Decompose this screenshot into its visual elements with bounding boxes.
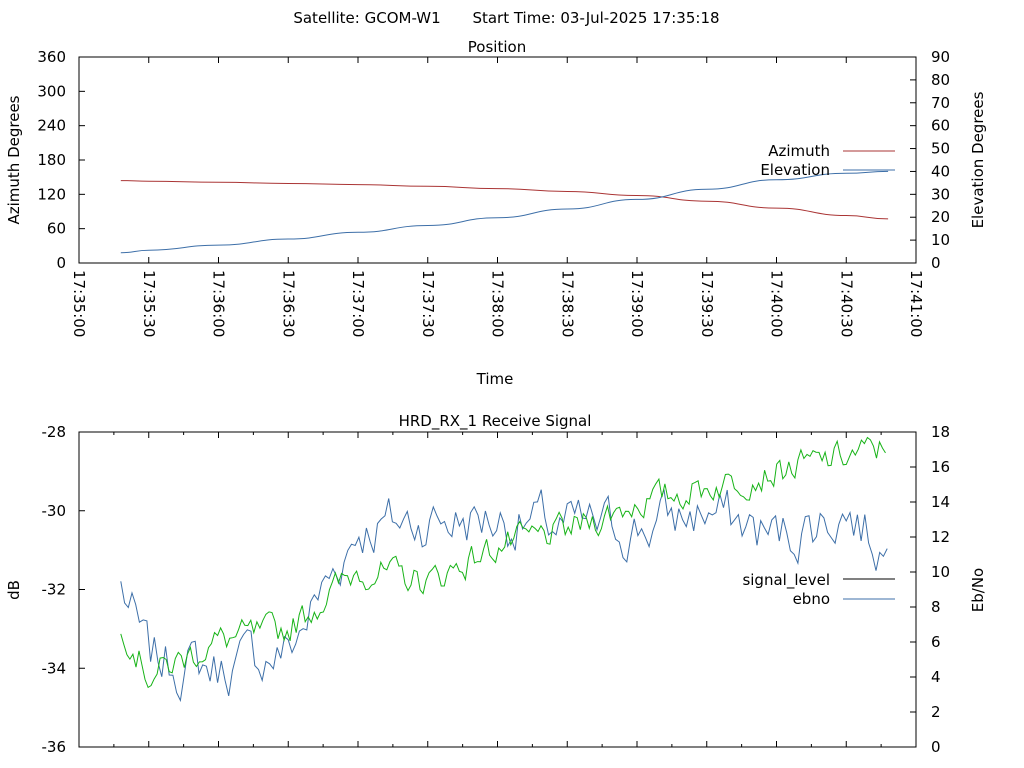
y-tick-label: -32 (42, 581, 67, 599)
receive-plot-frame (78, 431, 917, 748)
position-plot-frame (78, 56, 917, 264)
x-tick-label: 17:41:00 (907, 270, 925, 337)
position-axes: 17:35:00 17:35:30 17:36:00 17:36:30 17:37:00… (37, 48, 950, 337)
y2-tick-label: 6 (931, 633, 941, 651)
series-line-elevation (120, 170, 889, 254)
position-series (120, 170, 889, 254)
y2-tick-label: 70 (931, 94, 950, 112)
x-tick-label: 17:35:30 (140, 270, 158, 337)
x-tick-label: 17:37:30 (419, 270, 437, 337)
series-line-ebno (120, 489, 888, 703)
y2-tick-label: 16 (931, 458, 950, 476)
x-tick-label: 17:40:00 (768, 270, 786, 337)
legend-elevation-label: Elevation (760, 161, 830, 179)
x-tick-label: 17:39:30 (698, 270, 716, 337)
receive-signal-chart: HRD_RX_1 Receive Signal -36 -34 -32 -30 -28 0… (5, 412, 987, 756)
y-tick-label: -36 (42, 738, 67, 756)
y-tick-label: -30 (42, 502, 67, 520)
y-tick-label: 240 (37, 117, 66, 135)
y-tick-label: 60 (47, 220, 66, 238)
x-tick-label: 17:38:30 (558, 270, 576, 337)
y-tick-label: -34 (42, 659, 67, 677)
y2-tick-label: 10 (931, 563, 950, 581)
y2-tick-label: 20 (931, 208, 950, 226)
x-tick-label: 17:39:00 (628, 270, 646, 337)
position-x-label: Time (476, 370, 514, 388)
receive-y2-label: Eb/No (969, 568, 987, 612)
receive-y-label: dB (5, 580, 23, 600)
y2-tick-label: 60 (931, 117, 950, 135)
y2-tick-label: 80 (931, 71, 950, 89)
position-chart: Position 17:35:00 17:35:30 17:36:00 17:36:3… (5, 38, 987, 388)
x-tick-label: 17:37:00 (349, 270, 367, 337)
y2-tick-label: 18 (931, 423, 950, 441)
y-tick-label: 0 (56, 254, 66, 272)
position-y-label: Azimuth Degrees (5, 95, 23, 224)
y2-tick-label: 12 (931, 528, 950, 546)
legend-ebno-label: ebno (793, 590, 830, 608)
x-tick-label: 17:40:30 (837, 270, 855, 337)
series-line-signal-level (120, 436, 886, 689)
receive-signal-chart-title: HRD_RX_1 Receive Signal (399, 412, 592, 431)
position-legend: Azimuth Elevation (760, 142, 895, 179)
y2-tick-label: 50 (931, 140, 950, 158)
series-line-azimuth (120, 180, 889, 220)
y2-tick-label: 10 (931, 231, 950, 249)
receive-legend: signal_level ebno (742, 571, 895, 608)
position-y2-label: Elevation Degrees (969, 91, 987, 228)
receive-axes: -36 -34 -32 -30 -28 0 2 4 6 8 10 12 14 16 18 (42, 423, 951, 756)
y2-tick-label: 0 (931, 738, 941, 756)
y-tick-label: 180 (37, 151, 66, 169)
y-tick-label: 120 (37, 185, 66, 203)
legend-signal-level-label: signal_level (742, 571, 830, 590)
receive-series (120, 436, 888, 703)
legend-azimuth-label: Azimuth (768, 142, 830, 160)
y2-tick-label: 8 (931, 598, 941, 616)
x-tick-label: 17:36:00 (210, 270, 228, 337)
x-tick-label: 17:35:00 (70, 270, 88, 337)
y2-tick-label: 4 (931, 668, 941, 686)
y2-tick-label: 90 (931, 48, 950, 66)
x-tick-label: 17:38:00 (489, 270, 507, 337)
y-tick-label: 360 (37, 48, 66, 66)
y-tick-label: 300 (37, 82, 66, 100)
x-tick-label: 17:36:30 (279, 270, 297, 337)
y2-tick-label: 0 (931, 254, 941, 272)
y2-tick-label: 30 (931, 185, 950, 203)
y-tick-label: -28 (42, 423, 67, 441)
start-time-label: Start Time: 03-Jul-2025 17:35:18 (472, 9, 719, 27)
satellite-label: Satellite: GCOM-W1 (293, 9, 440, 27)
y2-tick-label: 2 (931, 703, 941, 721)
y2-tick-label: 40 (931, 162, 950, 180)
y2-tick-label: 14 (931, 493, 950, 511)
position-chart-title: Position (468, 38, 526, 56)
